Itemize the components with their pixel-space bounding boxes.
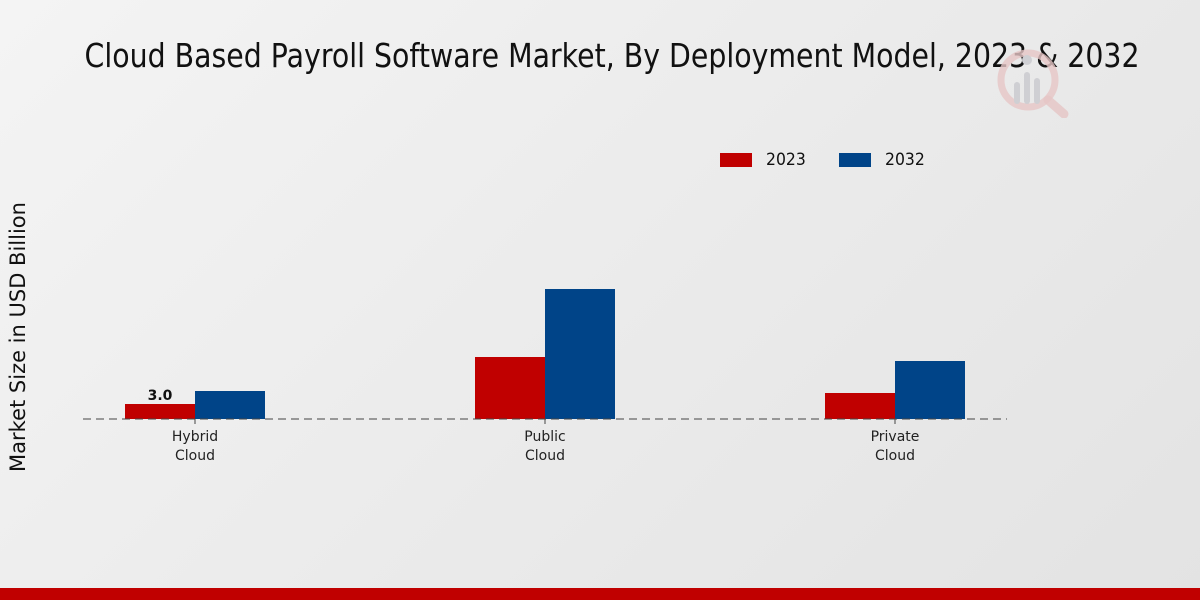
bar-private-cloud-2032[interactable]	[895, 361, 965, 419]
bar-private-cloud-2023[interactable]	[825, 393, 895, 419]
legend-label-2023: 2023	[766, 150, 806, 170]
x-ticks-group	[194, 419, 896, 424]
bar-public-cloud-2032[interactable]	[545, 289, 615, 419]
legend-label-2032: 2032	[885, 150, 925, 170]
chart-title: Cloud Based Payroll Software Market, By …	[84, 36, 1140, 75]
data-labels-group: 3.0	[148, 388, 173, 404]
bars-group	[125, 289, 965, 419]
bar-hybrid-cloud-2032[interactable]	[195, 391, 265, 419]
bar-public-cloud-2023[interactable]	[475, 357, 545, 419]
footer-bar	[0, 588, 1200, 600]
legend-swatch-2032	[839, 153, 871, 167]
x-tick-label-public-cloud: Public Cloud	[524, 429, 565, 464]
category-labels-group: Hybrid Cloud Public Cloud Private Cloud	[172, 429, 920, 464]
x-tick-label-private-cloud: Private Cloud	[871, 429, 920, 464]
data-label-hybrid-cloud-2023: 3.0	[148, 388, 173, 404]
legend-item-2023[interactable]: 2023	[720, 150, 809, 170]
watermark-logo-icon	[997, 49, 1069, 118]
legend-swatch-2023	[720, 153, 752, 167]
bar-hybrid-cloud-2023[interactable]	[125, 404, 195, 419]
legend-item-2032[interactable]: 2032	[839, 150, 928, 170]
x-tick-label-hybrid-cloud: Hybrid Cloud	[172, 429, 218, 464]
